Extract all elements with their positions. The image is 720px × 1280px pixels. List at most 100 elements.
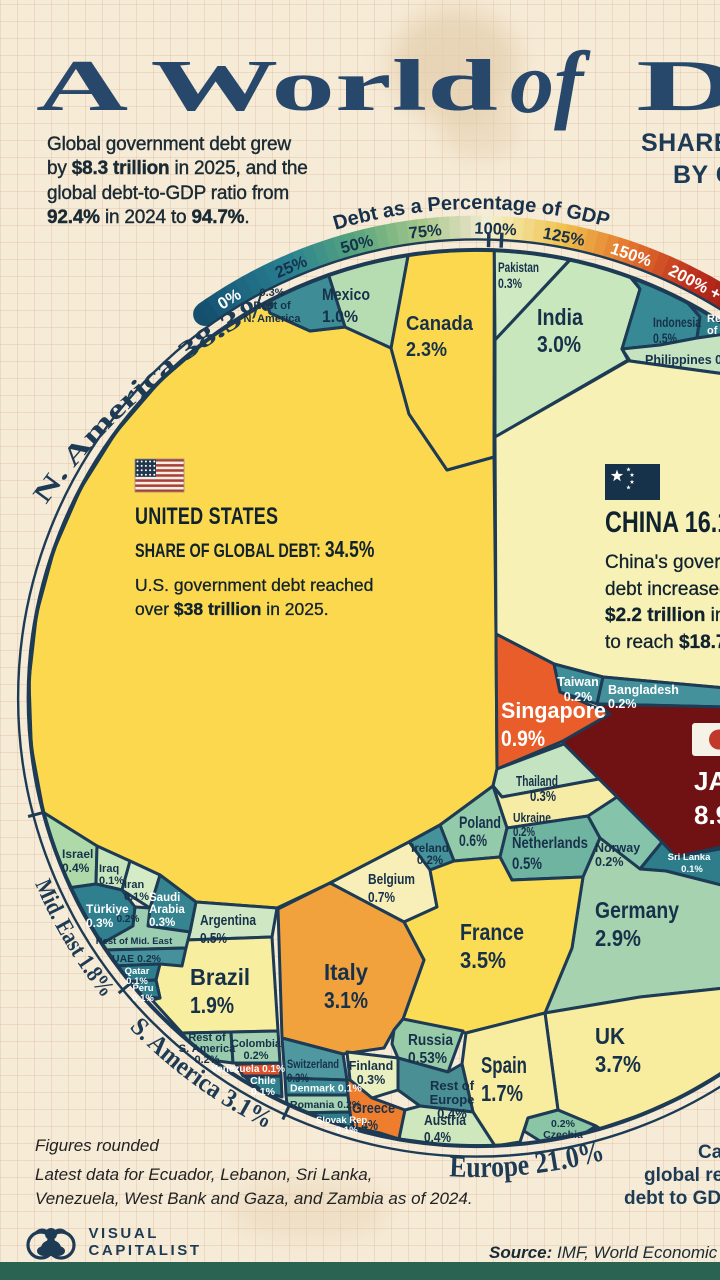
svg-text:Brazil: Brazil	[190, 964, 250, 990]
svg-text:Europe: Europe	[430, 1092, 475, 1107]
svg-text:0.53%: 0.53%	[408, 1050, 447, 1067]
svg-text:8.9%: 8.9%	[694, 800, 720, 830]
svg-text:UK: UK	[595, 1023, 625, 1049]
svg-text:Qatar: Qatar	[125, 966, 150, 977]
svg-text:0.2%: 0.2%	[243, 1050, 268, 1062]
svg-text:0.3%: 0.3%	[498, 276, 522, 291]
svg-text:0.1%: 0.1%	[681, 864, 703, 875]
svg-text:A World: A World	[36, 45, 498, 126]
svg-text:0.3%: 0.3%	[86, 916, 114, 930]
svg-text:Peru: Peru	[132, 983, 153, 994]
svg-text:3.1%: 3.1%	[324, 987, 368, 1013]
svg-text:Argentina: Argentina	[200, 912, 257, 929]
svg-text:0.2%: 0.2%	[117, 914, 140, 925]
svg-text:Mexico: Mexico	[322, 285, 370, 304]
svg-text:0.2%: 0.2%	[194, 1054, 219, 1066]
svg-text:3.7%: 3.7%	[595, 1051, 641, 1077]
svg-text:Israel: Israel	[62, 847, 93, 861]
svg-text:2.9%: 2.9%	[595, 925, 641, 951]
svg-text:0.4%: 0.4%	[62, 861, 90, 875]
svg-text:0.6%: 0.6%	[459, 832, 487, 850]
svg-text:0.5%: 0.5%	[200, 930, 227, 947]
svg-text:of: of	[510, 35, 591, 132]
svg-text:1.9%: 1.9%	[190, 992, 234, 1018]
svg-text:0.2%: 0.2%	[608, 697, 637, 711]
svg-text:De: De	[636, 45, 720, 126]
svg-text:India: India	[537, 304, 583, 330]
svg-text:75%: 75%	[408, 221, 443, 243]
svg-text:Romania 0.2%: Romania 0.2%	[290, 1099, 362, 1111]
svg-text:0.1%: 0.1%	[99, 875, 124, 887]
svg-text:Türkiye: Türkiye	[86, 902, 129, 916]
svg-text:0.3%: 0.3%	[287, 1071, 309, 1085]
svg-text:0.1%: 0.1%	[336, 1125, 358, 1136]
svg-text:Denmark 0.1%: Denmark 0.1%	[290, 1083, 362, 1095]
svg-text:Sri Lanka: Sri Lanka	[668, 852, 711, 863]
svg-text:Philippines 0.3%: Philippines 0.3%	[645, 353, 720, 367]
svg-text:0.7%: 0.7%	[368, 889, 395, 906]
svg-text:Iraq: Iraq	[99, 863, 119, 875]
svg-text:0.1%: 0.1%	[132, 993, 154, 1004]
svg-text:Singapore: Singapore	[501, 698, 606, 723]
svg-text:3.5%: 3.5%	[460, 947, 506, 973]
svg-text:Poland: Poland	[459, 814, 501, 832]
svg-text:Colombia: Colombia	[231, 1038, 282, 1050]
svg-text:0.5%: 0.5%	[512, 854, 542, 873]
svg-text:Pakistan: Pakistan	[498, 260, 539, 275]
svg-text:Norway: Norway	[595, 841, 640, 855]
svg-text:0.5%: 0.5%	[653, 331, 677, 346]
svg-text:1.7%: 1.7%	[481, 1080, 523, 1106]
svg-text:Rest of Mid. East: Rest of Mid. East	[96, 936, 173, 947]
svg-text:0.3%: 0.3%	[357, 1073, 386, 1087]
svg-text:Re: Re	[707, 313, 720, 325]
svg-text:0.2%: 0.2%	[564, 690, 593, 704]
svg-text:Netherlands: Netherlands	[512, 835, 588, 852]
svg-text:Rest of: Rest of	[253, 300, 291, 312]
svg-text:0.1%: 0.1%	[124, 891, 149, 903]
svg-text:Germany: Germany	[595, 897, 679, 923]
svg-text:Arabia: Arabia	[149, 904, 185, 916]
svg-text:Ireland: Ireland	[411, 843, 449, 855]
svg-text:Slovak Rep.: Slovak Rep.	[316, 1115, 370, 1126]
svg-text:100%: 100%	[474, 220, 517, 240]
svg-text:JAPAN: JAPAN	[694, 766, 720, 796]
svg-text:Italy: Italy	[324, 959, 368, 985]
svg-text:Ukraine: Ukraine	[513, 811, 551, 825]
svg-text:Venezuela 0.1%: Venezuela 0.1%	[211, 1064, 285, 1075]
svg-text:0.4%: 0.4%	[424, 1129, 451, 1146]
svg-text:Austria: Austria	[424, 1112, 467, 1129]
svg-text:Spain: Spain	[481, 1052, 527, 1078]
svg-text:Finland: Finland	[349, 1059, 393, 1073]
svg-text:Switzerland: Switzerland	[287, 1057, 339, 1071]
svg-text:Russia: Russia	[408, 1032, 453, 1049]
svg-text:France: France	[460, 919, 524, 945]
svg-text:0.4%: 0.4%	[352, 1118, 378, 1134]
svg-text:Belgium: Belgium	[368, 871, 415, 888]
svg-text:Taiwan: Taiwan	[557, 675, 598, 689]
svg-text:Canada: Canada	[406, 313, 474, 335]
svg-text:0.1%: 0.1%	[251, 1086, 276, 1098]
svg-text:Rest of: Rest of	[430, 1078, 475, 1093]
svg-text:2.3%: 2.3%	[406, 339, 447, 361]
svg-text:Thailand: Thailand	[516, 773, 558, 790]
svg-text:0.9%: 0.9%	[501, 726, 545, 751]
svg-text:0.2%: 0.2%	[417, 855, 443, 867]
svg-text:0.3%: 0.3%	[530, 788, 556, 805]
svg-text:Czechia: Czechia	[543, 1129, 583, 1141]
svg-text:Rest of: Rest of	[188, 1032, 226, 1044]
svg-text:of: of	[707, 325, 718, 337]
svg-text:Indonesia: Indonesia	[653, 315, 701, 330]
svg-text:3.0%: 3.0%	[537, 331, 581, 357]
svg-text:0.4%: 0.4%	[437, 1106, 467, 1121]
svg-text:Chile: Chile	[250, 1075, 276, 1087]
svg-text:S. America: S. America	[179, 1043, 236, 1055]
svg-text:0.2%: 0.2%	[595, 855, 624, 869]
svg-text:UAE 0.2%: UAE 0.2%	[112, 953, 162, 965]
svg-text:1.0%: 1.0%	[322, 307, 358, 326]
svg-text:Saudi: Saudi	[149, 892, 180, 904]
svg-text:N. America: N. America	[243, 313, 301, 325]
svg-text:0.2%: 0.2%	[551, 1118, 576, 1130]
svg-text:0.2%: 0.2%	[513, 825, 535, 839]
svg-text:0.3%: 0.3%	[259, 287, 284, 299]
svg-text:0.1%: 0.1%	[126, 976, 148, 987]
